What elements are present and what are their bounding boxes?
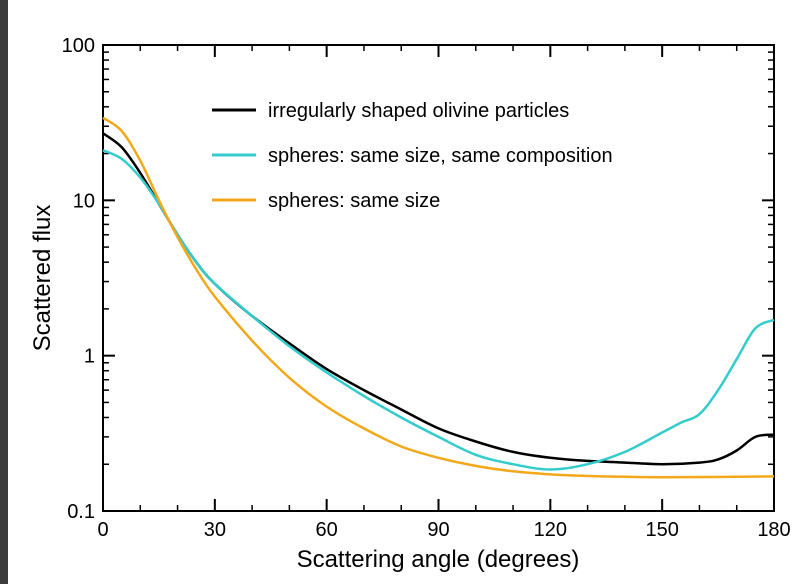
legend-label-spheres-same-composition: spheres: same size, same composition — [268, 145, 613, 167]
y-tick-labels: 0.1 1 10 100 — [62, 35, 95, 523]
y-tick-label: 100 — [62, 35, 95, 57]
major-ticks — [102, 44, 775, 512]
x-tick-label: 120 — [534, 519, 567, 541]
x-tick-label: 60 — [316, 519, 338, 541]
y-tick-label: 0.1 — [67, 501, 95, 523]
x-tick-label: 30 — [204, 519, 226, 541]
x-tick-label: 90 — [427, 519, 449, 541]
x-tick-label: 180 — [757, 519, 790, 541]
minor-ticks — [103, 45, 774, 511]
legend: irregularly shaped olivine particles sph… — [212, 100, 613, 212]
y-axis-title: Scattered flux — [29, 205, 56, 352]
series-line-2 — [102, 116, 775, 479]
y-tick-label: 1 — [84, 346, 95, 368]
x-axis-title: Scattering angle (degrees) — [297, 546, 580, 573]
x-tick-label: 0 — [97, 519, 108, 541]
x-tick-label: 150 — [645, 519, 678, 541]
legend-label-olivine: irregularly shaped olivine particles — [268, 100, 569, 122]
x-tick-labels: 0 30 60 90 120 150 180 — [97, 519, 790, 541]
y-tick-label: 10 — [73, 190, 95, 212]
series-layer — [102, 116, 775, 479]
legend-label-spheres-same-size: spheres: same size — [268, 190, 440, 212]
